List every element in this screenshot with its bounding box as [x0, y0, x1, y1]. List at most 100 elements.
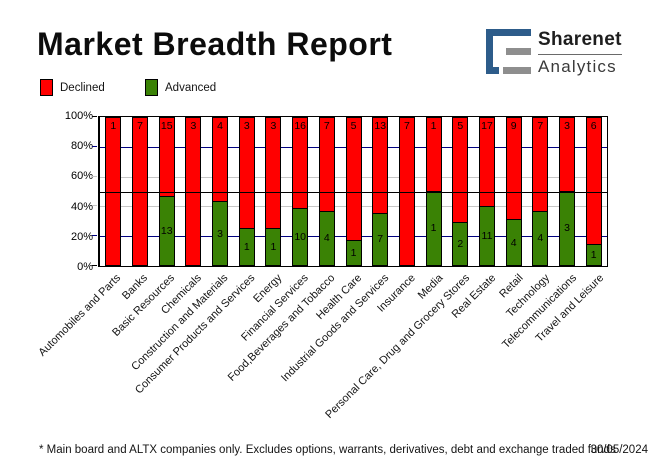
y-tick-label: 100% [64, 110, 93, 122]
advanced-segment: 1 [238, 228, 255, 266]
bars-container: 1 7 15 13 3 4 3 3 1 3 1 16 10 7 4 5 1 13 7 7 1 1 5 2 17 11 9 4 7 4 3 3 6… [100, 117, 607, 266]
advanced-segment: 4 [532, 211, 549, 266]
declined-segment: 5 [345, 117, 362, 242]
declined-count: 16 [294, 120, 306, 132]
bar-slot: 17 11 [474, 117, 501, 266]
declined-count: 9 [510, 120, 517, 132]
y-axis-tick-100pct [92, 116, 97, 117]
y-tick-label: 0% [77, 261, 93, 273]
declined-count: 3 [564, 120, 570, 132]
declined-count: 5 [350, 120, 357, 132]
y-axis-tick-0pct [92, 265, 97, 266]
advanced-count: 1 [243, 240, 250, 253]
declined-count: 3 [243, 120, 250, 132]
logo-sub-name: Analytics [538, 57, 617, 76]
advanced-count: 13 [160, 224, 173, 237]
declined-count: 4 [217, 120, 224, 132]
y-axis: 100% 80% 60% 40% 20% 0% [0, 110, 93, 273]
chart-legend: Declined Advanced [40, 79, 250, 96]
x-axis-labels: Automobiles and Parts Banks Basic Resource… [36, 270, 608, 440]
declined-swatch-icon [40, 79, 53, 96]
declined-segment: 3 [238, 117, 255, 229]
declined-count: 7 [403, 120, 410, 132]
declined-count: 7 [537, 120, 544, 132]
page-title: Market Breadth Report [37, 26, 393, 62]
declined-count: 7 [137, 120, 143, 132]
stacked-bar: 16 10 [292, 117, 309, 266]
advanced-count: 1 [350, 247, 357, 260]
advanced-count: 4 [510, 236, 517, 249]
y-tick-label: 20% [70, 230, 93, 243]
y-tick-label: 40% [70, 200, 93, 213]
advanced-segment: 1 [425, 191, 442, 266]
advanced-count: 1 [270, 240, 277, 253]
advanced-count: 4 [537, 232, 544, 245]
advanced-count: 3 [564, 222, 570, 235]
declined-segment: 3 [559, 117, 576, 192]
declined-segment: 15 [158, 117, 175, 197]
declined-count: 6 [590, 120, 597, 132]
gridline-50pct [100, 191, 607, 193]
advanced-segment: 3 [212, 202, 229, 266]
declined-count: 1 [430, 120, 437, 132]
declined-segment: 3 [265, 117, 282, 229]
advanced-count: 10 [294, 230, 306, 243]
logo-brand-name: Sharenet [538, 29, 622, 55]
advanced-count: 7 [377, 233, 384, 246]
x-category-label-text: Automobiles and Parts [36, 272, 123, 359]
plot-area: 1 7 15 13 3 4 3 3 1 3 1 16 10 7 4 5 1 13 7 7 1 1 5 2 17 11 9 4 7 4 3 3 6… [92, 116, 608, 267]
declined-count: 13 [374, 120, 387, 132]
declined-segment: 6 [585, 117, 602, 245]
advanced-segment: 1 [585, 244, 602, 266]
advanced-segment: 11 [478, 207, 495, 266]
declined-segment: 5 [452, 117, 469, 224]
advanced-count: 4 [323, 232, 330, 245]
legend-item-advanced: Advanced [145, 79, 250, 96]
declined-segment: 7 [318, 117, 335, 212]
declined-segment: 7 [532, 117, 549, 212]
advanced-segment: 1 [345, 241, 362, 266]
y-axis-tick-60pct [92, 175, 97, 177]
advanced-segment: 1 [265, 228, 282, 266]
bar-slot: 16 10 [287, 117, 314, 266]
stacked-bar: 15 13 [158, 117, 175, 266]
declined-count: 3 [270, 120, 277, 132]
legend-label-advanced: Advanced [165, 81, 217, 94]
declined-segment: 17 [478, 117, 495, 208]
y-axis-tick-20pct [92, 235, 97, 237]
advanced-count: 2 [457, 238, 464, 251]
declined-count: 5 [457, 120, 464, 132]
declined-segment: 9 [505, 117, 522, 221]
advanced-segment: 7 [372, 213, 389, 266]
sharenet-s-icon [486, 29, 531, 74]
y-tick-label: 80% [70, 140, 93, 153]
declined-count: 3 [190, 120, 197, 132]
declined-count: 1 [110, 120, 117, 132]
advanced-count: 1 [430, 222, 437, 235]
declined-segment: 4 [212, 117, 229, 203]
advanced-count: 1 [590, 248, 597, 261]
bar-slot: 13 7 [367, 117, 394, 266]
stacked-bar: 17 11 [478, 117, 495, 266]
sharenet-logo: Sharenet Analytics [486, 29, 622, 77]
y-axis-tick-40pct [92, 205, 97, 207]
advanced-swatch-icon [145, 79, 158, 96]
advanced-segment: 4 [505, 220, 522, 266]
advanced-segment: 3 [559, 191, 576, 266]
declined-segment: 16 [292, 117, 309, 209]
